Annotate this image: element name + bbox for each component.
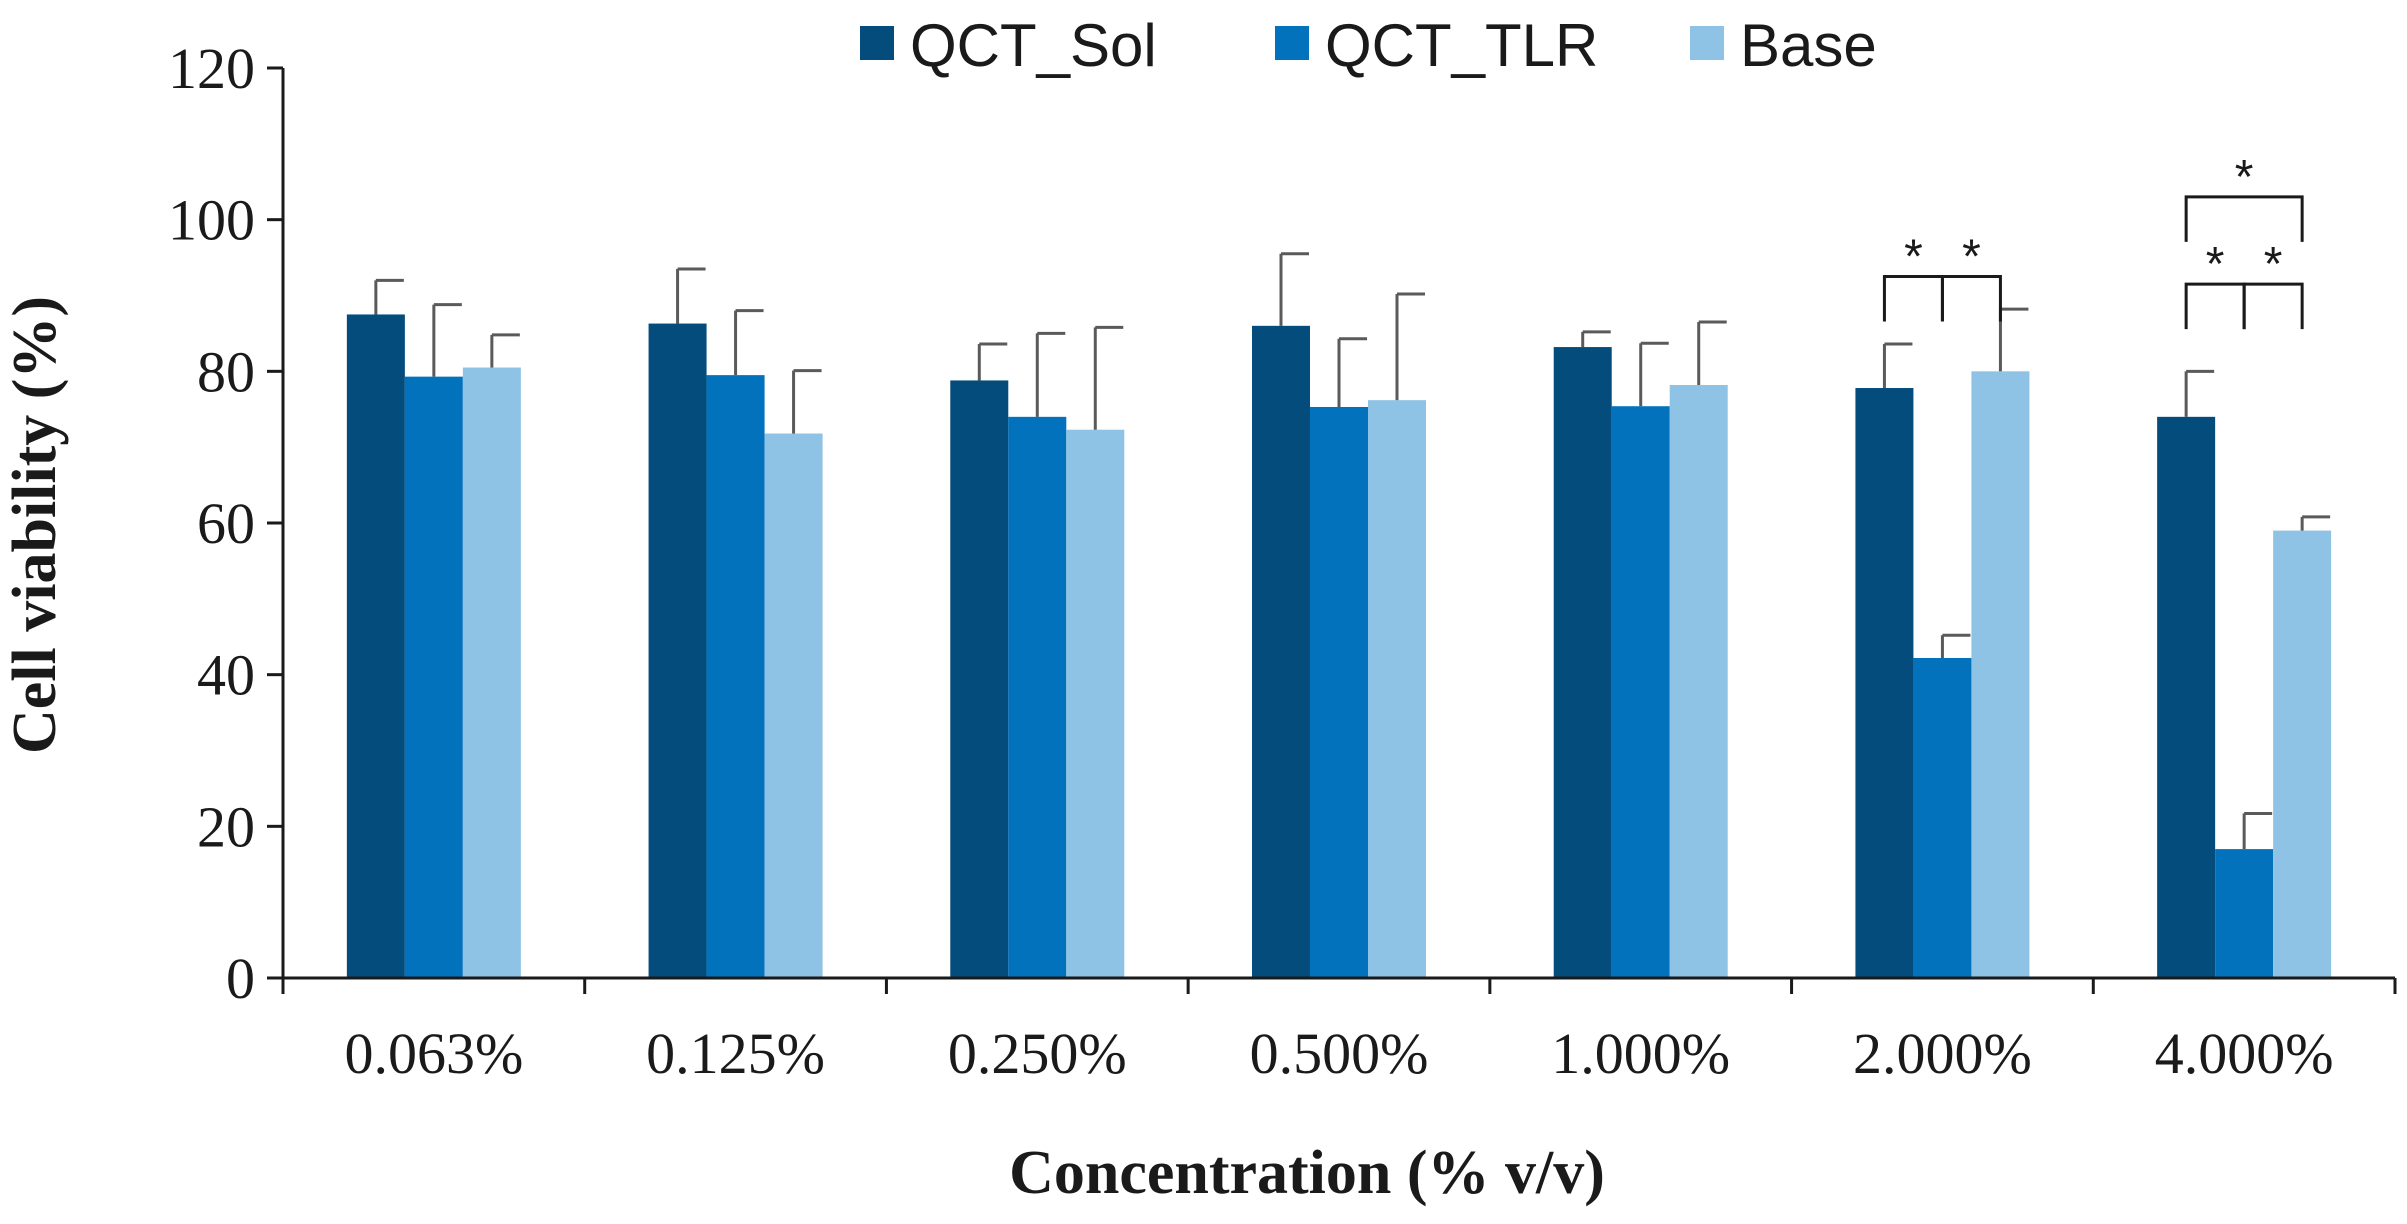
bar-QCT_TLR-0.125% [706, 375, 765, 978]
significance-bracket [2184, 195, 2304, 242]
legend-label-QCT_Sol: QCT_Sol [910, 12, 1157, 79]
error-bars [374, 252, 2331, 850]
x-tick-label: 4.000% [2155, 1021, 2334, 1086]
x-axis-title: Concentration (% v/v) [1009, 1139, 1605, 1207]
x-axis-ticks: 0.063% 0.125% 0.250% 0.500% 1.000% 2.000% 4.00… [281, 978, 2397, 1086]
bar-QCT_TLR-2.000% [1913, 657, 1972, 978]
x-tick-label: 1.000% [1551, 1021, 1730, 1086]
bar-QCT_Sol-0.125% [648, 323, 707, 978]
y-axis-ticks: 0 20 40 60 80 100 120 [168, 36, 283, 1011]
y-tick-label: 100 [168, 188, 255, 253]
legend-swatch-QCT_Sol [860, 26, 894, 60]
axes [281, 68, 2395, 980]
y-tick-label: 120 [168, 36, 255, 101]
y-tick-label: 80 [197, 339, 255, 404]
x-tick-label: 0.125% [646, 1021, 825, 1086]
bar-QCT_Sol-0.063% [346, 314, 405, 978]
x-tick-label: 0.250% [948, 1021, 1127, 1086]
significance-bracket [2242, 282, 2304, 330]
legend-label-QCT_TLR: QCT_TLR [1325, 12, 1598, 79]
bar-QCT_Sol-4.000% [2157, 416, 2216, 978]
x-tick-label: 2.000% [1853, 1021, 2032, 1086]
bar-QCT_Sol-2.000% [1855, 388, 1914, 978]
bar-Base-0.500% [1368, 400, 1426, 978]
y-tick-label: 40 [197, 643, 255, 708]
y-tick-label: 0 [226, 946, 255, 1011]
legend-label-Base: Base [1740, 12, 1877, 79]
significance-star: * [2206, 238, 2225, 291]
x-tick-label: 0.063% [344, 1021, 523, 1086]
bar-QCT_TLR-0.250% [1008, 416, 1067, 978]
bars [346, 314, 2332, 979]
legend-swatch-Base [1690, 26, 1724, 60]
y-tick-label: 20 [197, 794, 255, 859]
bar-QCT_Sol-1.000% [1553, 347, 1612, 979]
bar-Base-0.063% [462, 367, 521, 979]
legend-swatch-QCT_TLR [1275, 26, 1309, 60]
significance-star: * [2235, 151, 2254, 204]
bar-Base-2.000% [1971, 371, 2030, 978]
bar-Base-1.000% [1669, 384, 1728, 978]
bar-QCT_Sol-0.500% [1252, 325, 1310, 978]
bar-Base-0.250% [1066, 429, 1125, 979]
bar-QCT_Sol-0.250% [950, 380, 1009, 978]
significance-star: * [1904, 231, 1923, 284]
bar-QCT_TLR-1.000% [1611, 406, 1670, 978]
significance-star: * [2264, 238, 2283, 291]
y-tick-label: 60 [197, 491, 255, 556]
significance-bracket [1940, 275, 2002, 322]
significance-star: * [1962, 231, 1981, 284]
x-tick-label: 0.500% [1250, 1021, 1429, 1086]
significance-brackets: * * * ** [1882, 151, 2304, 330]
bar-Base-4.000% [2273, 530, 2332, 978]
bar-QCT_TLR-0.500% [1310, 406, 1368, 979]
bar-QCT_TLR-0.063% [404, 376, 463, 978]
y-axis-title: Cell viability (%) [1, 296, 69, 754]
bar-QCT_TLR-4.000% [2215, 849, 2274, 978]
legend: QCT_Sol QCT_TLR Base [860, 12, 1877, 79]
bar-Base-0.125% [764, 433, 823, 978]
